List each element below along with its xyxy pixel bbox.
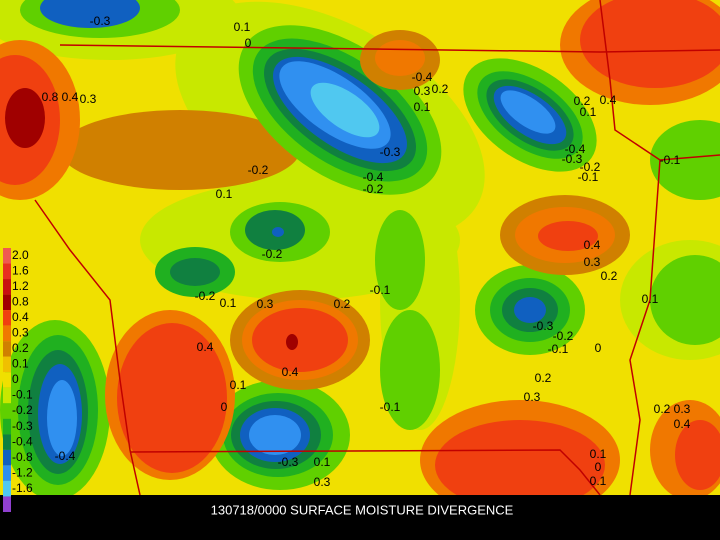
contour-label: -0.1 [380, 400, 401, 414]
contour-label: -0.4 [55, 449, 76, 463]
legend-label: 1.6 [12, 263, 29, 277]
legend-label: 1.2 [12, 279, 29, 293]
legend-label: -0.4 [12, 434, 33, 448]
contour-label: 0.3 [524, 390, 541, 404]
contour-label: -0.1 [370, 283, 391, 297]
contour-label: 0.4 [600, 93, 617, 107]
contour-label: 0.1 [642, 292, 659, 306]
legend-swatch [3, 263, 11, 280]
contour-label: 0 [595, 460, 602, 474]
contour-label: 0 [595, 341, 602, 355]
contour-label: 0.2 [601, 269, 618, 283]
contour-label: -0.3 [533, 319, 554, 333]
legend-label: -1.6 [12, 481, 33, 495]
legend-swatch [3, 418, 11, 435]
contour-label: 0.1 [220, 296, 237, 310]
legend-swatch [3, 356, 11, 373]
contour-label: -0.2 [248, 163, 269, 177]
legend-swatch [3, 325, 11, 342]
legend-label: 0.4 [12, 310, 29, 324]
contour-label: 0.8 [42, 90, 59, 104]
contour-label: 0.2 [654, 402, 671, 416]
contour-label: 0 [245, 36, 252, 50]
contour-label: -0.3 [562, 152, 583, 166]
contour-label: 0.4 [62, 90, 79, 104]
contour-label: -0.4 [565, 142, 586, 156]
legend-swatch [3, 465, 11, 481]
contour-labels: -0.3 0.10-0.40.3 0.20.10.8 0.4 0.3-0.3-0.4-0… [42, 14, 691, 489]
contour-label: -0.2 [262, 247, 283, 261]
contour-label: 0.1 [414, 100, 431, 114]
contour-label: 0.2 [574, 94, 591, 108]
contour-label: 0 [221, 400, 228, 414]
legend-swatch [3, 294, 11, 311]
legend-label: 0.2 [12, 341, 29, 355]
contour-label: 0.4 [674, 417, 691, 431]
legend-label: 0 [12, 372, 19, 386]
contour-label: 0.3 [80, 92, 97, 106]
legend-swatch [3, 279, 11, 295]
contour-label: -0.3 [278, 455, 299, 469]
legend-label: 0.3 [12, 326, 29, 340]
legend-label: -0.8 [12, 450, 33, 464]
legend-swatch [3, 449, 11, 466]
legend-label: -2.0 [12, 496, 33, 510]
legend-swatch [3, 496, 11, 512]
legend-swatch [3, 372, 11, 388]
contour-label: 0.1 [234, 20, 251, 34]
contour-label: -0.1 [548, 342, 569, 356]
contour-label: 0.1 [216, 187, 233, 201]
legend-swatch [3, 341, 11, 357]
contour-label: 0.4 [197, 340, 214, 354]
legend-label: -0.1 [12, 388, 33, 402]
contour-label: 0.2 [334, 297, 351, 311]
contour-label: 0.1 [230, 378, 247, 392]
legend-label: 0.1 [12, 357, 29, 371]
contour-label: -0.1 [578, 170, 599, 184]
contour-label: -0.2 [363, 182, 384, 196]
contour-label: -0.1 [660, 153, 681, 167]
contour-label: 0.3 [414, 84, 431, 98]
color-legend: 2.01.61.20.80.40.30.20.10-0.1-0.2-0.3-0.… [3, 248, 33, 512]
contour-label: 0.3 [314, 475, 331, 489]
contour-label: 0.3 [674, 402, 691, 416]
contour-label: 0.4 [584, 238, 601, 252]
map-title: 130718/0000 SURFACE MOISTURE DIVERGENCE [211, 502, 514, 517]
contour-label: 0.3 [257, 297, 274, 311]
contour-label: 0.1 [580, 105, 597, 119]
contour-label: -0.4 [412, 70, 433, 84]
contour-label: 0.1 [590, 447, 607, 461]
legend-swatch [3, 403, 11, 419]
legend-swatch [3, 434, 11, 450]
contour-label: 0.2 [432, 82, 449, 96]
contour-label: -0.2 [580, 160, 601, 174]
contour-label: -0.4 [363, 170, 384, 184]
legend-label: -0.3 [12, 419, 33, 433]
contour-label: 0.3 [584, 255, 601, 269]
contour-field [0, 0, 720, 495]
legend-label: 2.0 [12, 248, 29, 262]
contour-label: -0.2 [195, 289, 216, 303]
contour-label: 0.2 [535, 371, 552, 385]
legend-label: -1.2 [12, 465, 33, 479]
legend-swatch [3, 310, 11, 326]
legend-label: -0.2 [12, 403, 33, 417]
legend-swatch [3, 480, 11, 497]
contour-label: 0.1 [590, 474, 607, 488]
contour-label: -0.3 [380, 145, 401, 159]
contour-label: -0.2 [553, 329, 574, 343]
contour-label: -0.3 [90, 14, 111, 28]
legend-swatch [3, 387, 11, 404]
legend-label: 0.8 [12, 295, 29, 309]
contour-label: 0.4 [282, 365, 299, 379]
legend-swatch [3, 248, 11, 264]
contour-label: 0.1 [314, 455, 331, 469]
